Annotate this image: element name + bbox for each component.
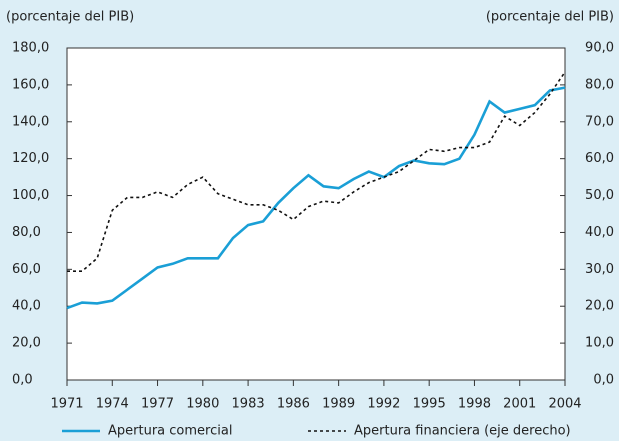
y2-tick-label: 70,0 (585, 114, 614, 129)
series-line (66, 86, 566, 310)
series-line (67, 71, 566, 272)
y-tick-label: 20,0 (12, 336, 41, 351)
y2-tick-label: 60,0 (585, 151, 614, 166)
x-tick-label: 1971 (50, 397, 83, 412)
y2-tick-label: 90,0 (585, 41, 614, 56)
y2-tick-label: 10,0 (585, 336, 614, 351)
y-tick-label: 40,0 (12, 299, 41, 314)
y-tick-label: 120,0 (12, 151, 49, 166)
y2-tick-label: 40,0 (585, 225, 614, 240)
x-tick-label: 1986 (277, 397, 310, 412)
x-tick-label: 1989 (322, 397, 355, 412)
x-tick-label: 1998 (458, 397, 491, 412)
x-tick-label: 2004 (548, 397, 581, 412)
y-tick-label: 180,0 (12, 41, 49, 56)
x-tick-label: 1974 (96, 397, 129, 412)
y-tick-label: 160,0 (12, 77, 49, 92)
y-axis-label: (porcentaje del PIB) (6, 10, 134, 25)
y2-axis-label: (porcentaje del PIB) (486, 10, 614, 25)
legend-label: Apertura financiera (eje derecho) (354, 424, 571, 439)
y2-tick-label: 20,0 (585, 299, 614, 314)
x-tick-label: 1983 (232, 397, 265, 412)
y2-tick-label: 30,0 (585, 262, 614, 277)
x-tick-label: 2001 (503, 397, 536, 412)
y-tick-label: 80,0 (12, 225, 41, 240)
x-tick-label: 1980 (186, 397, 219, 412)
x-tick-label: 1995 (413, 397, 446, 412)
plot-area (66, 47, 566, 381)
y-tick-label: 100,0 (12, 188, 49, 203)
x-tick-label: 1977 (141, 397, 174, 412)
y2-tick-label: 0,0 (593, 373, 614, 388)
y2-tick-label: 50,0 (585, 188, 614, 203)
y-tick-label: 60,0 (12, 262, 41, 277)
y-tick-label: 0,0 (12, 373, 33, 388)
x-tick-label: 1992 (367, 397, 400, 412)
y-tick-label: 140,0 (12, 114, 49, 129)
legend-label: Apertura comercial (108, 424, 232, 439)
y2-tick-label: 80,0 (585, 77, 614, 92)
